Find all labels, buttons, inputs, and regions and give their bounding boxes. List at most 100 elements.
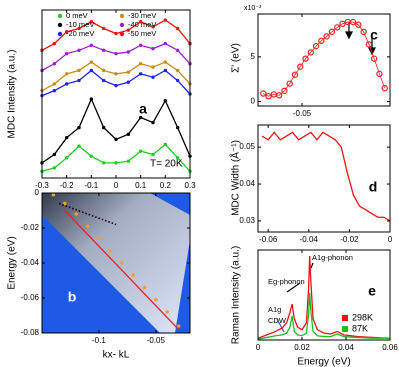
legend-marker <box>119 13 125 19</box>
legend-label: 0 meV <box>66 11 88 20</box>
legend-marker <box>119 31 125 37</box>
data-point <box>77 125 81 130</box>
data-point <box>89 97 94 101</box>
x-axis-title: Energy (eV) <box>297 357 350 367</box>
data-point <box>275 92 283 99</box>
plot-frame <box>257 13 391 107</box>
x-tick-label: -0.3 <box>35 181 49 190</box>
y-tick-label: 0.03 <box>239 216 255 225</box>
data-point <box>334 24 341 31</box>
data-point <box>291 71 299 78</box>
data-point <box>101 78 106 83</box>
data-point <box>119 261 124 265</box>
data-point <box>365 41 373 48</box>
data-point <box>370 55 378 62</box>
legend-label: -50 meV <box>128 29 156 38</box>
data-point <box>138 20 143 24</box>
x-tick-label: 0.1 <box>135 181 147 190</box>
legend-label: -20 meV <box>66 29 94 38</box>
data-point <box>101 161 106 165</box>
data-point <box>52 166 57 170</box>
data-point <box>77 68 81 73</box>
data-point <box>163 68 168 73</box>
x-tick-label: -0.06 <box>259 235 278 244</box>
series-line <box>64 210 180 330</box>
data-point <box>89 43 94 47</box>
data-point <box>64 51 69 56</box>
y-tick-label: -0.04 <box>21 258 40 267</box>
data-point <box>151 75 155 79</box>
data-point <box>175 78 180 83</box>
data-point <box>165 310 170 314</box>
data-point <box>64 135 69 140</box>
series-line <box>257 255 391 339</box>
data-point <box>138 115 143 120</box>
y-axis-title: MDC Intensity (a.u.) <box>7 50 18 139</box>
data-point <box>360 28 367 36</box>
heatmap-band <box>42 193 190 333</box>
data-point <box>151 46 155 51</box>
data-point <box>77 48 81 53</box>
panel-label: e <box>368 283 376 299</box>
data-point <box>142 285 147 290</box>
series-line <box>261 131 391 222</box>
x-tick-label: 0 <box>256 343 261 352</box>
data-point <box>328 28 336 36</box>
data-point <box>126 50 131 54</box>
data-point <box>175 48 180 53</box>
series-line <box>257 292 390 340</box>
panel-label: b <box>68 289 77 305</box>
data-point <box>52 88 57 93</box>
data-point <box>297 63 304 70</box>
x-tick-label: -0.2 <box>60 181 74 190</box>
data-point <box>151 152 155 157</box>
x-tick-label: 0.2 <box>160 181 172 190</box>
data-point <box>151 25 155 29</box>
annotation: A1g-phonon <box>312 253 353 262</box>
data-point <box>355 21 362 28</box>
data-point <box>126 132 131 137</box>
y-tick-label: 0 <box>251 97 256 106</box>
data-point <box>64 72 69 76</box>
data-point <box>89 68 94 73</box>
data-point <box>114 51 118 56</box>
plot-frame <box>257 249 391 341</box>
data-point <box>77 26 81 31</box>
data-point <box>77 78 81 83</box>
y-tick-label: -0.06 <box>21 293 40 302</box>
series-line <box>41 97 191 164</box>
annotation: T= 20K <box>150 159 183 170</box>
data-point <box>101 125 106 130</box>
data-point <box>114 83 118 88</box>
legend-label: 298K <box>352 312 373 322</box>
data-point <box>138 43 143 47</box>
data-point <box>151 120 155 125</box>
data-point <box>138 149 143 153</box>
data-point <box>138 62 143 66</box>
legend-marker <box>57 22 63 28</box>
data-point <box>114 161 118 165</box>
data-point <box>97 236 101 241</box>
data-point <box>260 90 267 97</box>
y-tick-label: 5 <box>251 52 256 61</box>
data-point <box>286 80 293 87</box>
data-point <box>163 142 168 147</box>
y-multiplier: x10⁻³ <box>244 5 262 12</box>
data-point <box>52 41 57 46</box>
data-point <box>176 324 181 328</box>
plot-frame <box>257 124 391 233</box>
legend-label: -30 meV <box>128 11 156 20</box>
data-point <box>52 152 57 157</box>
y-axis-title: Σ' (eV) <box>231 43 242 73</box>
data-point <box>52 82 57 86</box>
x-tick-label: -0.1 <box>84 181 98 190</box>
y-tick-label: 0.05 <box>239 142 255 151</box>
legend-label: -40 meV <box>128 20 156 29</box>
x-tick-label: 0.3 <box>184 181 196 190</box>
x-tick-label: -0.04 <box>300 235 319 244</box>
data-point <box>339 20 346 28</box>
data-point <box>51 192 56 197</box>
panel-label: a <box>139 101 147 117</box>
data-point <box>114 31 118 36</box>
